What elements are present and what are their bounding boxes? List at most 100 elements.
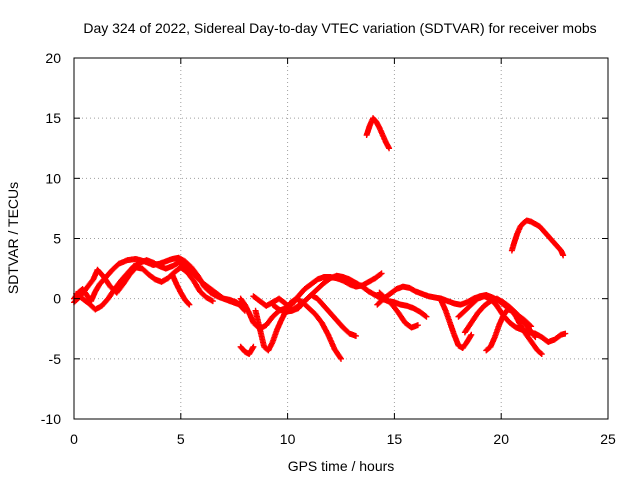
data-point	[314, 313, 316, 315]
data-point	[391, 304, 393, 306]
data-point	[329, 277, 331, 279]
data-point	[496, 298, 498, 300]
data-point	[342, 276, 344, 278]
data-point	[336, 319, 338, 321]
data-point	[161, 281, 163, 283]
data-point	[263, 346, 265, 348]
data-point	[464, 331, 466, 333]
data-series-s15	[483, 306, 545, 358]
data-point	[470, 334, 472, 336]
data-point	[111, 269, 113, 271]
data-point	[410, 327, 412, 329]
data-point	[101, 305, 103, 307]
y-axis-label: SDTVAR / TECUs	[5, 182, 21, 294]
data-series-s12	[376, 289, 421, 331]
data-point	[190, 270, 192, 272]
data-point	[94, 290, 96, 292]
x-tick-label: 0	[70, 431, 78, 447]
data-point	[382, 134, 384, 136]
data-point	[462, 347, 464, 349]
data-point	[490, 300, 492, 302]
data-point	[212, 300, 214, 302]
data-point	[210, 292, 212, 294]
data-point	[404, 322, 406, 324]
data-point	[278, 298, 280, 300]
data-point	[541, 353, 543, 355]
data-point	[178, 262, 180, 264]
data-point	[210, 288, 212, 290]
data-point	[396, 288, 398, 290]
data-point	[564, 333, 566, 335]
data-point	[252, 322, 254, 324]
data-point	[522, 319, 524, 321]
data-point	[440, 300, 442, 302]
data-point	[317, 288, 319, 290]
data-point	[388, 147, 390, 149]
data-point	[165, 260, 167, 262]
data-point	[502, 315, 504, 317]
data-point	[453, 302, 455, 304]
grid	[74, 58, 608, 419]
data-point	[513, 242, 515, 244]
data-series-s3	[73, 257, 246, 313]
data-point	[547, 341, 549, 343]
data-point	[556, 245, 558, 247]
data-point	[244, 304, 246, 306]
data-point	[259, 328, 261, 330]
y-tick-label: 5	[53, 231, 61, 247]
data-point	[460, 304, 462, 306]
data-point	[400, 304, 402, 306]
x-tick-label: 10	[280, 431, 296, 447]
data-point	[378, 292, 380, 294]
data-point	[502, 301, 504, 303]
data-point	[171, 274, 173, 276]
data-point	[349, 333, 351, 335]
data-point	[528, 328, 530, 330]
data-point	[449, 322, 451, 324]
data-point	[539, 225, 541, 227]
data-point	[146, 259, 148, 261]
data-series-s13	[438, 298, 475, 352]
data-point	[389, 293, 391, 295]
data-point	[120, 280, 122, 282]
data-point	[165, 268, 167, 270]
data-point	[255, 310, 257, 312]
data-point	[509, 322, 511, 324]
plot-data	[71, 115, 569, 362]
data-point	[133, 265, 135, 267]
data-point	[86, 287, 88, 289]
data-point	[148, 274, 150, 276]
data-point	[154, 278, 156, 280]
data-point	[280, 319, 282, 321]
data-point	[378, 127, 380, 129]
data-point	[355, 335, 357, 337]
data-point	[197, 277, 199, 279]
data-series-s7	[252, 295, 344, 362]
data-point	[184, 299, 186, 301]
data-point	[366, 134, 368, 136]
data-point	[184, 260, 186, 262]
data-point	[554, 339, 556, 341]
data-series-s4	[169, 271, 193, 308]
data-point	[466, 341, 468, 343]
data-point	[216, 293, 218, 295]
data-point	[334, 348, 336, 350]
data-point	[464, 310, 466, 312]
x-tick-label: 15	[387, 431, 403, 447]
chart-title: Day 324 of 2022, Sidereal Day-to-day VTE…	[83, 20, 596, 36]
data-point	[515, 312, 517, 314]
data-point	[199, 290, 201, 292]
data-point	[82, 288, 84, 290]
data-point	[272, 316, 274, 318]
data-point	[507, 308, 509, 310]
y-tick-label: 20	[45, 50, 61, 66]
data-point	[349, 278, 351, 280]
data-point	[490, 346, 492, 348]
data-point	[417, 324, 419, 326]
data-point	[180, 266, 182, 268]
data-point	[428, 295, 430, 297]
data-point	[235, 302, 237, 304]
data-point	[173, 271, 175, 273]
data-point	[96, 269, 98, 271]
data-point	[408, 287, 410, 289]
